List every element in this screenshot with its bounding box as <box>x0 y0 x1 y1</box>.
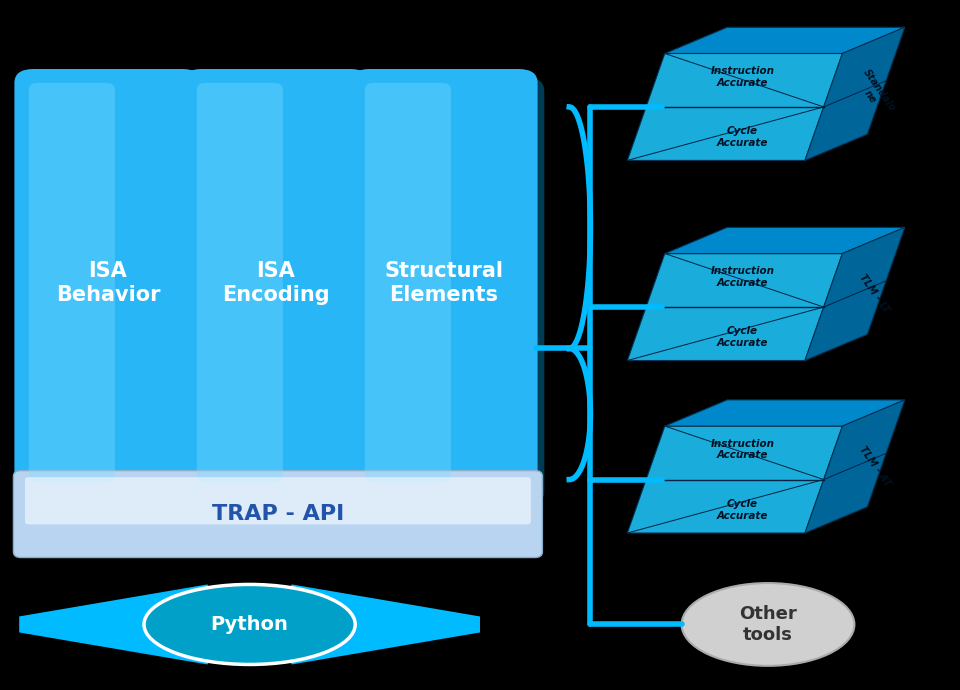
Text: Other
tools: Other tools <box>739 605 797 644</box>
Polygon shape <box>19 584 239 664</box>
Text: Standalo
ne: Standalo ne <box>852 68 898 120</box>
FancyBboxPatch shape <box>13 471 542 558</box>
Text: ISA
Encoding: ISA Encoding <box>222 262 330 304</box>
Text: Instruction
Accurate: Instruction Accurate <box>710 439 775 460</box>
Text: TLM - LT: TLM - LT <box>858 273 892 315</box>
Text: Instruction
Accurate: Instruction Accurate <box>710 266 775 288</box>
Polygon shape <box>664 228 904 254</box>
FancyBboxPatch shape <box>350 69 538 497</box>
Polygon shape <box>628 54 843 161</box>
FancyBboxPatch shape <box>189 77 376 505</box>
Text: ISA
Behavior: ISA Behavior <box>56 262 160 304</box>
Ellipse shape <box>144 584 355 664</box>
FancyBboxPatch shape <box>365 83 451 483</box>
FancyBboxPatch shape <box>29 83 115 483</box>
FancyBboxPatch shape <box>357 77 544 505</box>
FancyBboxPatch shape <box>21 77 208 505</box>
Text: Cycle
Accurate: Cycle Accurate <box>717 126 768 148</box>
Text: Cycle
Accurate: Cycle Accurate <box>717 326 768 348</box>
Text: Cycle
Accurate: Cycle Accurate <box>717 499 768 520</box>
Polygon shape <box>804 28 904 161</box>
Polygon shape <box>628 426 843 533</box>
Polygon shape <box>664 400 904 426</box>
Polygon shape <box>804 400 904 533</box>
Text: Structural
Elements: Structural Elements <box>385 262 503 304</box>
Text: TRAP - API: TRAP - API <box>212 504 344 524</box>
Polygon shape <box>628 254 843 360</box>
Polygon shape <box>664 28 904 54</box>
Polygon shape <box>260 584 480 664</box>
Ellipse shape <box>682 583 854 666</box>
Polygon shape <box>804 228 904 360</box>
FancyBboxPatch shape <box>14 69 202 497</box>
FancyBboxPatch shape <box>25 477 531 524</box>
Text: TLM - AT: TLM - AT <box>857 444 892 489</box>
FancyBboxPatch shape <box>182 69 370 497</box>
Text: Instruction
Accurate: Instruction Accurate <box>710 66 775 88</box>
Text: Python: Python <box>210 615 289 634</box>
FancyBboxPatch shape <box>197 83 283 483</box>
